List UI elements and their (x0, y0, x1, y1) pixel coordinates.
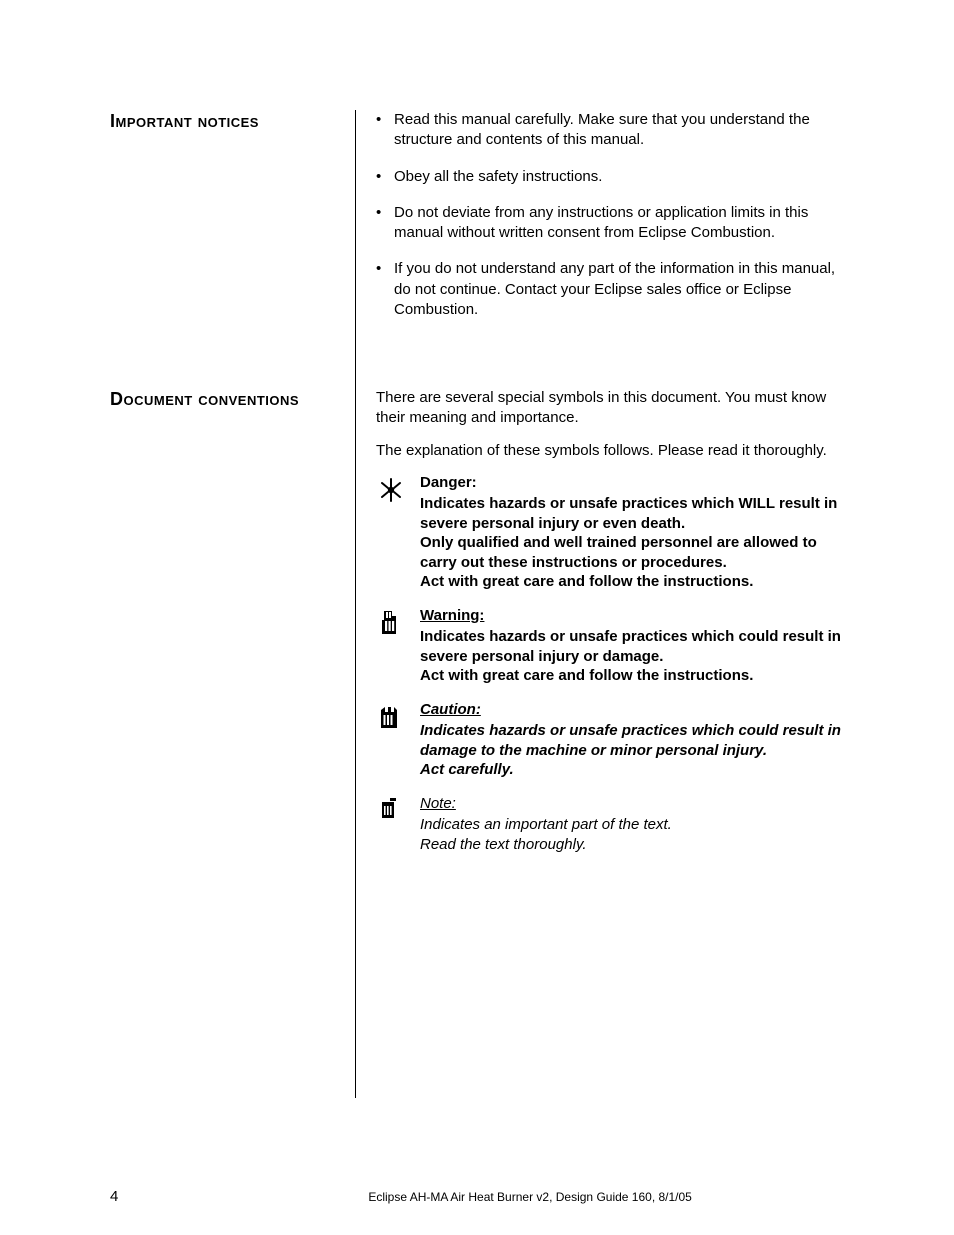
list-item: If you do not understand any part of the… (376, 259, 854, 320)
symbol-block-warning: Warning: Indicates hazards or unsafe pra… (376, 606, 854, 686)
warning-title: Warning: (420, 606, 854, 626)
page: Important notices Document conventions R… (0, 0, 954, 1235)
page-footer: 4 Eclipse AH-MA Air Heat Burner v2, Desi… (110, 1188, 854, 1205)
heading-document-conventions: Document conventions (110, 388, 335, 411)
list-item: Obey all the safety instructions. (376, 167, 854, 187)
caution-body-1: Indicates hazards or unsafe practices wh… (420, 722, 841, 759)
danger-text: Danger: Indicates hazards or unsafe prac… (420, 473, 854, 592)
heading-important-notices: Important notices (110, 110, 335, 133)
content-columns: Important notices Document conventions R… (110, 110, 854, 1098)
warning-icon (376, 606, 420, 686)
footer-text: Eclipse AH-MA Air Heat Burner v2, Design… (368, 1190, 692, 1204)
note-title: Note: (420, 794, 854, 814)
page-number: 4 (110, 1188, 118, 1205)
danger-body-3: Act with great care and follow the instr… (420, 573, 753, 590)
important-notices-list: Read this manual carefully. Make sure th… (376, 110, 854, 320)
symbol-block-caution: Caution: Indicates hazards or unsafe pra… (376, 700, 854, 780)
danger-body-2: Only qualified and well trained personne… (420, 534, 817, 571)
note-icon (376, 794, 420, 855)
caution-icon (376, 700, 420, 780)
warning-text: Warning: Indicates hazards or unsafe pra… (420, 606, 854, 686)
danger-title: Danger: (420, 473, 854, 493)
conventions-intro-1: There are several special symbols in thi… (376, 388, 854, 429)
caution-text: Caution: Indicates hazards or unsafe pra… (420, 700, 854, 780)
danger-body-1: Indicates hazards or unsafe practices wh… (420, 495, 837, 532)
warning-body-1: Indicates hazards or unsafe practices wh… (420, 628, 841, 665)
caution-body-2: Act carefully. (420, 761, 514, 778)
left-column: Important notices Document conventions (110, 110, 355, 1098)
conventions-intro-2: The explanation of these symbols follows… (376, 441, 854, 461)
list-item: Do not deviate from any instructions or … (376, 203, 854, 244)
note-body-1: Indicates an important part of the text. (420, 816, 672, 833)
note-text: Note: Indicates an important part of the… (420, 794, 854, 855)
warning-body-2: Act with great care and follow the instr… (420, 667, 753, 684)
symbol-block-danger: Danger: Indicates hazards or unsafe prac… (376, 473, 854, 592)
caution-title: Caution: (420, 700, 854, 720)
note-body-2: Read the text thoroughly. (420, 836, 587, 853)
right-column: Read this manual carefully. Make sure th… (356, 110, 854, 1098)
list-item: Read this manual carefully. Make sure th… (376, 110, 854, 151)
symbol-block-note: Note: Indicates an important part of the… (376, 794, 854, 855)
danger-icon (376, 473, 420, 592)
